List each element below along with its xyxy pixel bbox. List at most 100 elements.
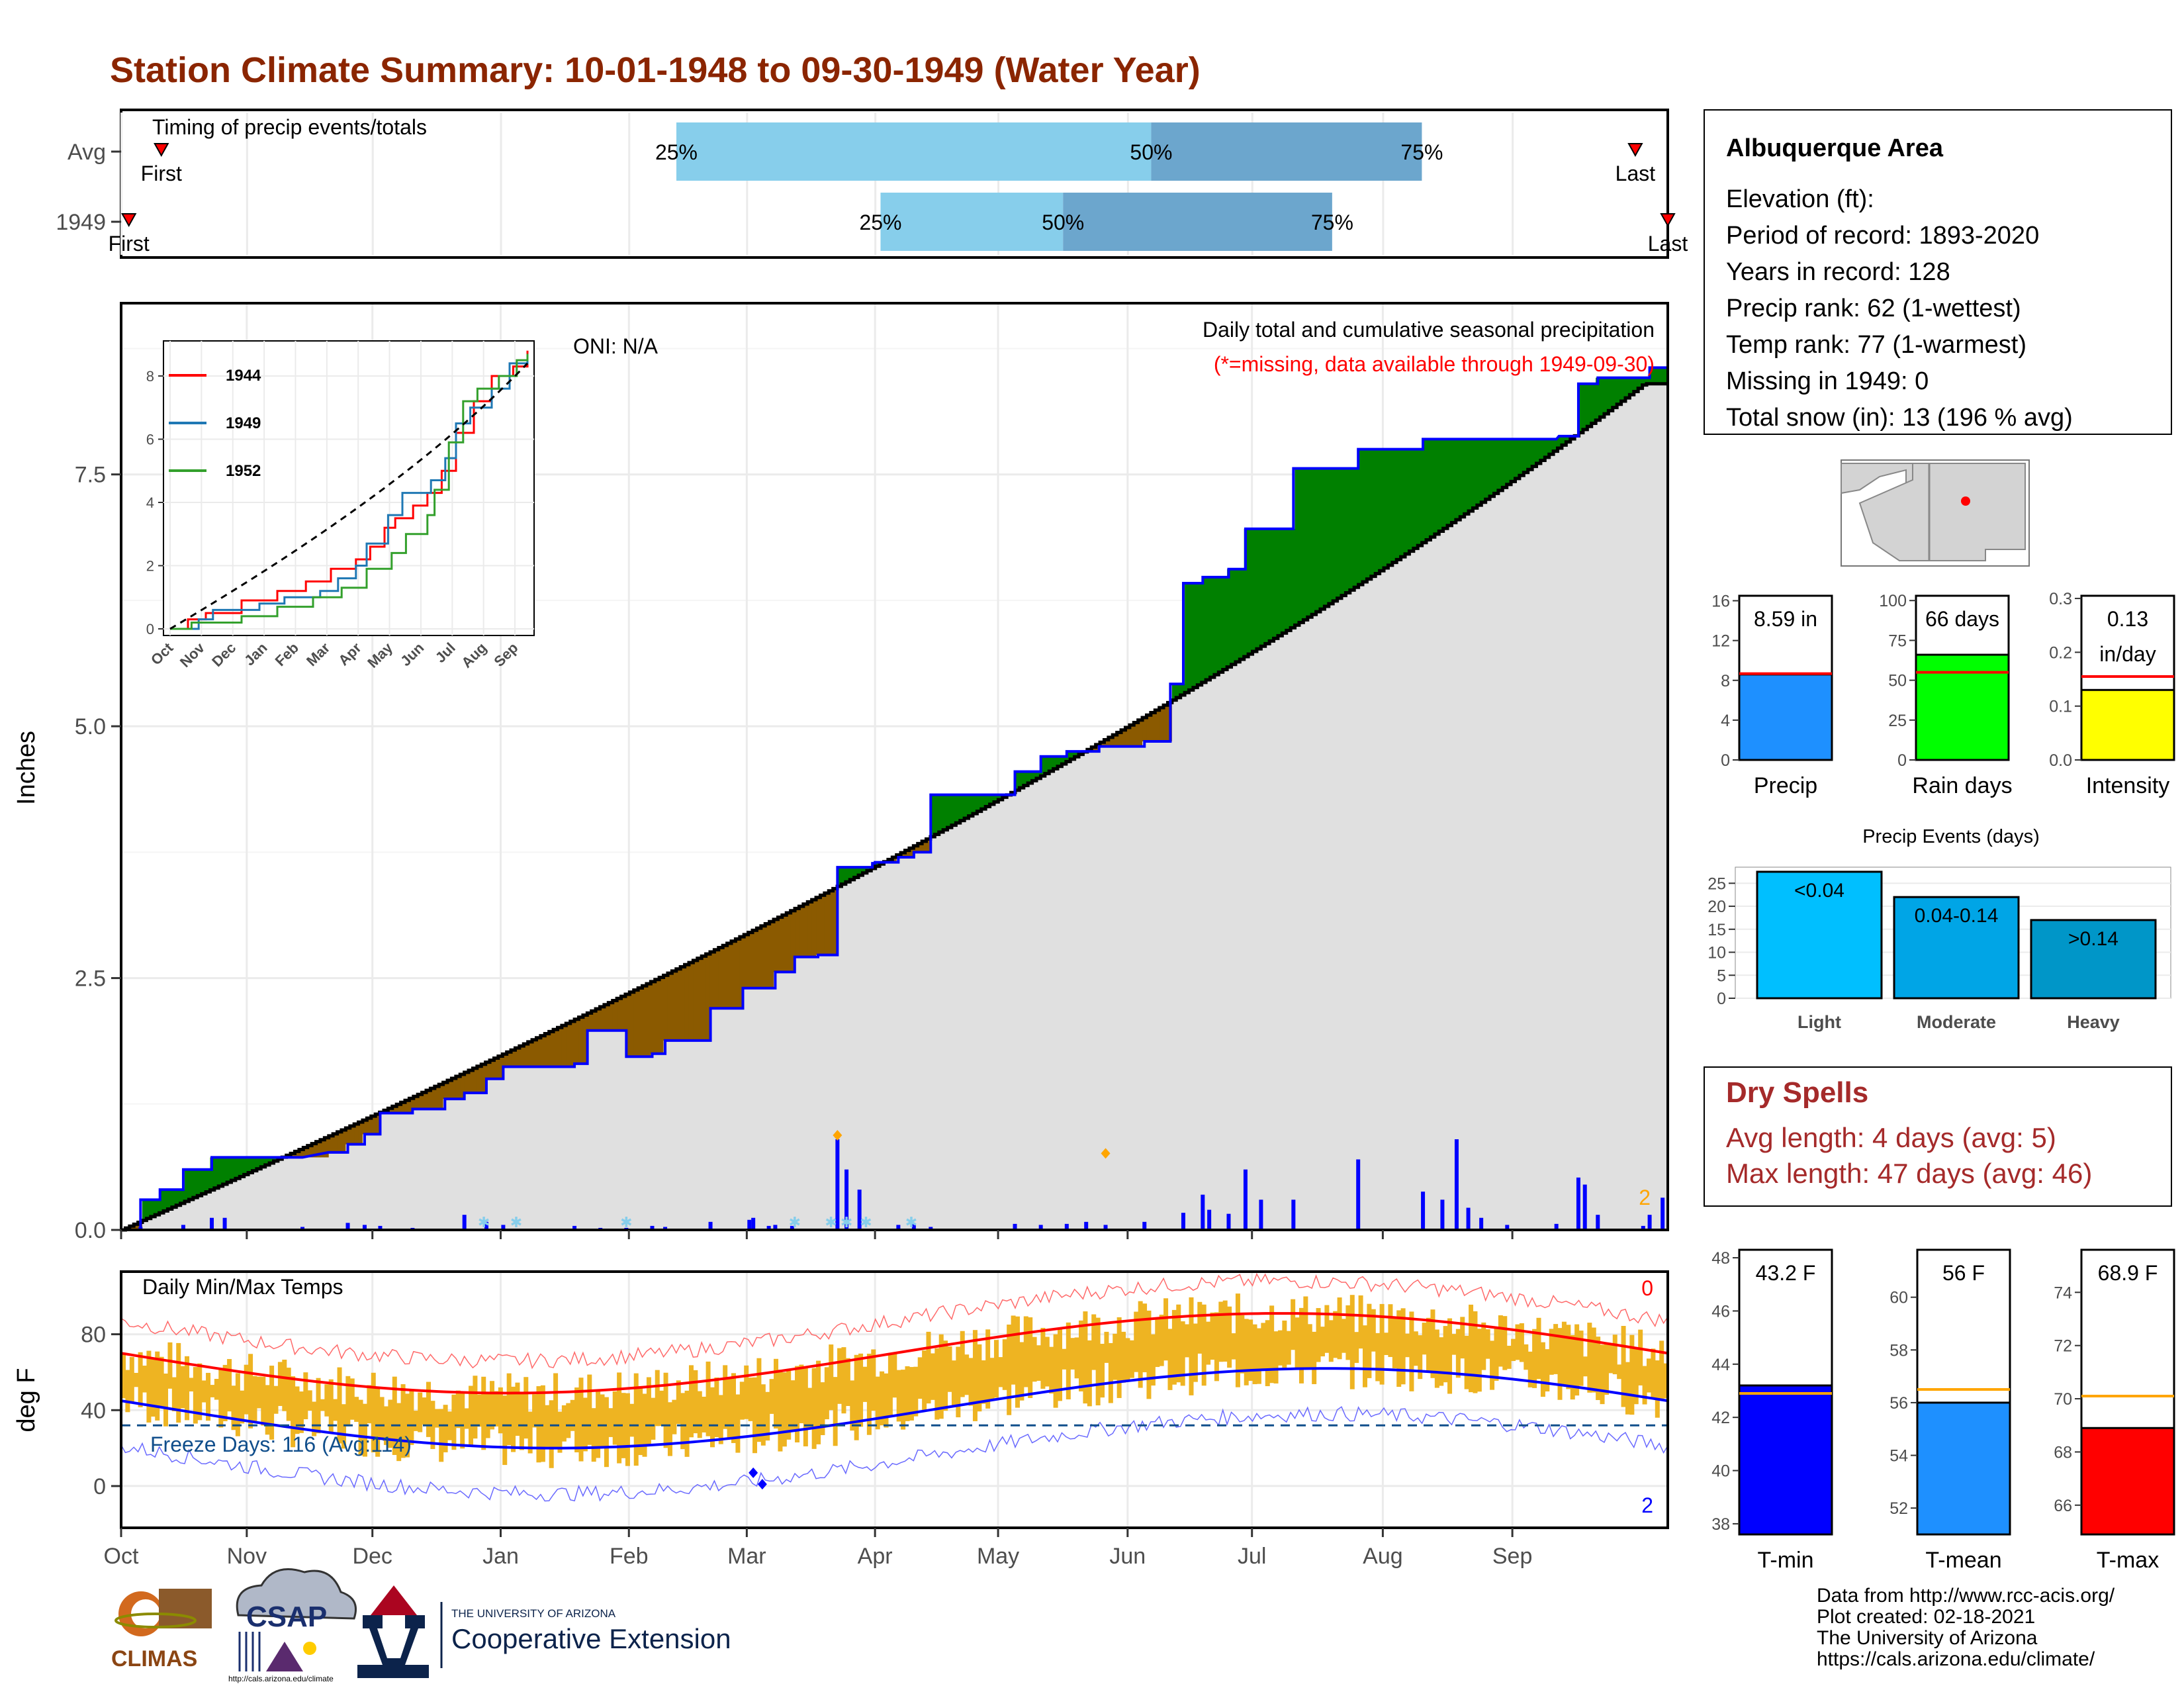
below-avg-fill	[371, 1116, 376, 1135]
daily-temp-bar	[1252, 1324, 1257, 1385]
daily-temp-bar	[633, 1373, 639, 1466]
cumulative-fill	[1062, 764, 1067, 1230]
precip-summary-0-value-text: 8.59 in	[1754, 607, 1817, 631]
cumulative-fill	[1028, 782, 1033, 1230]
cumulative-fill	[1121, 746, 1126, 1230]
cumulative-fill	[1108, 746, 1113, 1230]
daily-temp-bar	[820, 1382, 825, 1435]
daily-temp-bar	[1354, 1332, 1359, 1363]
above-avg-fill	[163, 1190, 169, 1211]
daily-temp-bar	[1282, 1320, 1287, 1369]
cumulative-fill	[1570, 439, 1575, 1230]
daily-temp-bar	[273, 1385, 279, 1414]
daily-temp-bar	[638, 1385, 643, 1456]
below-avg-fill	[582, 1015, 588, 1064]
above-avg-fill	[1477, 439, 1482, 506]
below-avg-fill	[349, 1126, 355, 1145]
daily-temp-bar	[1561, 1321, 1567, 1385]
cumulative-fill	[756, 988, 762, 1230]
cumulative-fill	[866, 870, 872, 1230]
daily-temp-bar	[989, 1358, 995, 1401]
cumulative-fill	[1409, 551, 1414, 1230]
above-avg-fill	[862, 867, 868, 873]
below-avg-fill	[464, 1072, 469, 1094]
dry-spells-box: Dry Spells Avg length: 4 days (avg: 5) M…	[1704, 1066, 2172, 1207]
above-avg-fill	[1379, 449, 1385, 571]
daily-temp-bar	[1176, 1304, 1181, 1383]
cumulative-fill	[1642, 385, 1647, 1230]
daily-precip-bar	[1259, 1199, 1263, 1230]
below-avg-fill	[295, 1151, 300, 1158]
above-avg-fill	[1409, 449, 1414, 551]
cumulative-fill	[324, 1157, 330, 1230]
daily-temp-bar	[231, 1385, 236, 1430]
below-avg-fill	[502, 1054, 508, 1067]
cumulative-fill	[981, 809, 986, 1230]
cumulative-fill	[1227, 667, 1232, 1230]
below-avg-fill	[485, 1062, 490, 1079]
x-month-label: Jan	[482, 1544, 519, 1569]
temp-summary-1-label: T-mean	[1925, 1548, 2001, 1573]
above-avg-fill	[1663, 367, 1668, 384]
above-avg-fill	[1036, 771, 1041, 778]
daily-temp-bar	[1053, 1334, 1058, 1408]
daily-temp-bar	[600, 1394, 605, 1447]
below-avg-fill	[892, 857, 897, 863]
daily-temp-bar	[1638, 1329, 1643, 1385]
cumulative-fill	[871, 868, 876, 1230]
daily-temp-bar	[337, 1367, 342, 1444]
above-avg-fill	[1316, 468, 1321, 612]
daily-temp-bar	[1524, 1344, 1529, 1370]
daily-temp-bar	[756, 1358, 762, 1442]
daily-temp-bar	[125, 1370, 130, 1413]
daily-temp-bar	[1515, 1324, 1520, 1360]
above-avg-fill	[146, 1199, 152, 1219]
above-avg-fill	[977, 794, 982, 812]
above-avg-fill	[1049, 756, 1054, 772]
daily-temp-bar	[422, 1397, 427, 1425]
daily-temp-bar	[358, 1399, 363, 1456]
station-info-line: Years in record: 128	[1726, 258, 1950, 286]
cumulative-fill	[490, 1078, 495, 1230]
x-month-label: Jun	[1109, 1544, 1146, 1569]
below-avg-fill	[426, 1090, 431, 1109]
cumulative-fill	[155, 1215, 160, 1230]
cumulative-fill	[1629, 395, 1635, 1230]
cumulative-fill	[502, 1066, 508, 1230]
daily-temp-bar	[244, 1364, 249, 1415]
daily-temp-bar	[1167, 1329, 1173, 1390]
below-avg-fill	[443, 1082, 448, 1100]
daily-temp-bar	[473, 1376, 478, 1439]
daily-temp-bar	[845, 1358, 850, 1407]
below-avg-fill	[655, 979, 660, 1054]
cumulative-fill	[227, 1182, 232, 1230]
daily-precip-bar	[1226, 1213, 1231, 1230]
cumulative-fill	[519, 1066, 524, 1230]
below-avg-fill	[574, 1019, 580, 1064]
cumulative-fill	[1189, 690, 1194, 1230]
snow-flake-icon: ✱	[905, 1214, 917, 1231]
above-avg-fill	[938, 794, 944, 833]
below-avg-fill	[312, 1143, 317, 1158]
below-avg-fill	[676, 968, 681, 1041]
above-avg-fill	[150, 1199, 156, 1217]
cumulative-fill	[337, 1152, 342, 1230]
cumulative-fill	[862, 872, 868, 1230]
daily-temp-bar	[718, 1395, 723, 1444]
above-avg-fill	[1044, 756, 1050, 774]
cumulative-fill	[807, 957, 813, 1230]
above-avg-fill	[1261, 528, 1266, 647]
above-avg-fill	[142, 1199, 148, 1221]
daily-temp-bar	[850, 1380, 855, 1431]
daily-temp-bar	[1633, 1348, 1639, 1405]
last-marker	[1660, 213, 1676, 228]
daily-temp-bar	[1291, 1299, 1296, 1350]
snow-flake-icon: ✱	[478, 1214, 490, 1231]
cumulative-fill	[1316, 612, 1321, 1230]
daily-temp-bar	[922, 1350, 927, 1411]
cumulative-fill	[731, 1008, 736, 1230]
daily-temp-bar	[193, 1367, 198, 1424]
daily-temp-bar	[1273, 1331, 1279, 1383]
station-marker	[1961, 496, 1970, 506]
daily-temp-bar	[269, 1366, 275, 1440]
